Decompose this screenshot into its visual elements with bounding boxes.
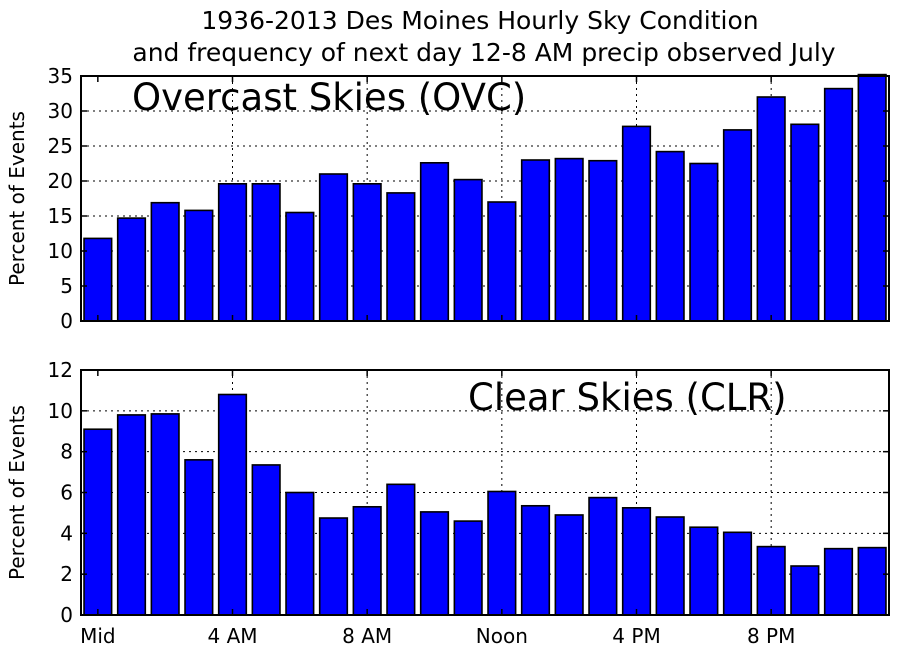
bar-hour-7: [318, 173, 349, 322]
y-tick-label: 10: [48, 399, 73, 423]
bar-hour-22: [823, 87, 854, 322]
x-tick-label: Mid: [80, 624, 116, 648]
x-tick-label: 4 AM: [207, 624, 257, 648]
x-tick-label: 8 PM: [747, 624, 795, 648]
bar-hour-19: [722, 129, 753, 322]
chart-title-line-1: 1936-2013 Des Moines Hourly Sky Conditio…: [201, 6, 758, 35]
bar-hour-6: [285, 211, 315, 322]
bar-hour-8: [352, 183, 382, 322]
y-tick-label: 35: [48, 64, 73, 88]
y-tick-label: 2: [60, 562, 73, 586]
bar-hour-20: [756, 545, 786, 616]
bar-hour-14: [554, 514, 584, 616]
y-tick-label: 10: [48, 239, 73, 263]
bar-hour-16: [621, 125, 652, 322]
bar-hour-3: [184, 459, 214, 616]
bar-hour-15: [588, 496, 618, 616]
bar-hour-1: [116, 414, 147, 616]
bar-hour-9: [386, 483, 416, 616]
bar-hour-11: [453, 178, 483, 322]
bar-hour-13: [520, 504, 551, 616]
bar-hour-17: [655, 150, 685, 322]
bar-hour-12: [487, 490, 517, 616]
bar-hour-16: [621, 507, 652, 616]
y-tick-label: 15: [48, 204, 73, 228]
bar-hour-23: [857, 546, 887, 616]
bar-hour-4: [217, 183, 248, 322]
bar-hour-10: [419, 162, 450, 322]
bar-hour-10: [419, 511, 450, 616]
y-tick-label: 4: [60, 521, 73, 545]
y-axis-label: Percent of Events: [5, 111, 29, 286]
y-axis-label: Percent of Events: [5, 405, 29, 580]
bar-hour-3: [184, 209, 214, 322]
y-tick-label: 12: [48, 358, 73, 382]
bar-hour-0: [83, 237, 113, 322]
bar-hour-9: [386, 192, 416, 322]
bar-hour-11: [453, 520, 483, 616]
bar-hour-18: [689, 526, 719, 616]
bar-hour-15: [588, 159, 618, 322]
bar-hour-5: [251, 464, 281, 616]
panel-annotation: Clear Skies (CLR): [468, 376, 787, 419]
bar-hour-5: [251, 183, 281, 322]
x-tick-label: 4 PM: [612, 624, 660, 648]
y-tick-label: 0: [60, 309, 73, 333]
bar-hour-21: [790, 565, 820, 616]
bar-hour-14: [554, 157, 584, 322]
bar-hour-13: [520, 159, 551, 322]
bar-hour-8: [352, 505, 382, 616]
bar-hour-2: [150, 201, 180, 322]
y-tick-label: 6: [60, 481, 73, 505]
y-tick-label: 0: [60, 603, 73, 627]
bar-hour-4: [217, 393, 248, 616]
bar-hour-23: [857, 73, 887, 322]
bar-hour-0: [83, 428, 113, 616]
bar-hour-12: [487, 201, 517, 322]
bar-hour-7: [318, 517, 349, 616]
bar-hour-17: [655, 516, 685, 616]
chart-title-line-2: and frequency of next day 12-8 AM precip…: [132, 38, 835, 67]
plot-frame: [80, 75, 890, 322]
bar-hour-19: [722, 531, 753, 616]
bar-hour-18: [689, 162, 719, 322]
y-tick-label: 30: [48, 99, 73, 123]
y-tick-label: 5: [60, 274, 73, 298]
bar-hour-6: [285, 491, 315, 616]
bar-hour-22: [823, 547, 854, 616]
y-tick-label: 20: [48, 169, 73, 193]
bar-hour-1: [116, 217, 147, 322]
bar-hour-21: [790, 123, 820, 322]
overcast-panel: 0 5 10 15 20 25 30 35 Percent of Events Overcast …: [5, 64, 890, 333]
clear-panel: 0 2 4 6 8 10 12 Mid 4 AM 8 AM Noon 4 PM 8 PM Percent …: [5, 358, 890, 648]
y-tick-label: 8: [60, 440, 73, 464]
x-tick-label: Noon: [476, 624, 528, 648]
bar-hour-20: [756, 96, 786, 322]
x-tick-label: 8 AM: [342, 624, 392, 648]
bar-hour-2: [150, 413, 180, 616]
y-tick-label: 25: [48, 134, 73, 158]
panel-annotation: Overcast Skies (OVC): [132, 76, 526, 119]
